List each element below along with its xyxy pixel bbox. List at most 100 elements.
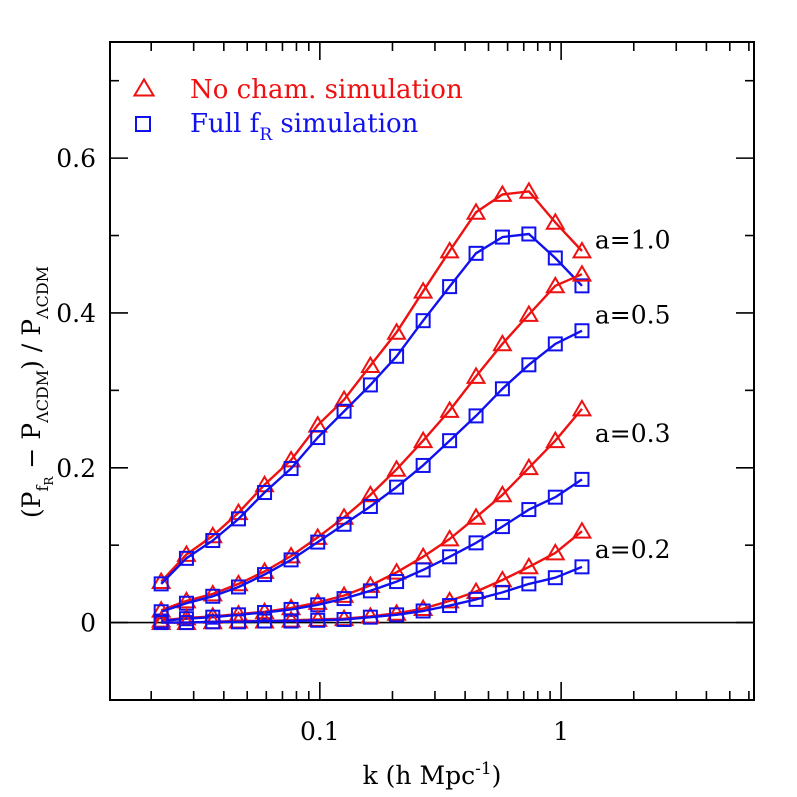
series-line bbox=[160, 329, 583, 613]
square-marker bbox=[283, 601, 299, 617]
square-marker bbox=[521, 502, 537, 518]
triangle-marker bbox=[202, 583, 223, 602]
triangle-marker bbox=[386, 603, 407, 621]
triangle-marker bbox=[176, 544, 197, 562]
triangle-marker bbox=[571, 264, 593, 282]
x-tick-label: 0.1 bbox=[300, 717, 340, 746]
series-line bbox=[161, 565, 583, 624]
square-marker bbox=[336, 611, 352, 627]
triangle-marker bbox=[413, 598, 434, 617]
square-marker bbox=[230, 614, 246, 630]
square-marker bbox=[494, 584, 510, 600]
square-marker bbox=[442, 549, 458, 565]
triangle-marker bbox=[439, 590, 460, 609]
legend-label-full-fr-main: Full f bbox=[190, 109, 262, 139]
square-marker bbox=[521, 576, 537, 592]
y-tick-label: 0.2 bbox=[56, 454, 96, 483]
square-marker bbox=[389, 479, 405, 495]
axes-ticks bbox=[110, 42, 754, 701]
square-marker bbox=[389, 607, 405, 623]
x-axis-title-end: ) bbox=[492, 761, 502, 790]
square-marker bbox=[468, 245, 484, 261]
series-line bbox=[160, 273, 583, 612]
series-square-a=1.0 bbox=[153, 226, 590, 592]
x-axis-title-main: k (h Mpc bbox=[363, 761, 476, 790]
y-tick-label: 0.6 bbox=[56, 144, 96, 173]
square-marker bbox=[494, 519, 510, 535]
x-tick-labels: 0.1 1 bbox=[300, 717, 569, 746]
y-tick-label: 0.4 bbox=[56, 299, 96, 328]
triangle-marker bbox=[571, 398, 593, 417]
square-marker bbox=[153, 604, 169, 620]
curve-label: a=1.0 bbox=[595, 225, 671, 254]
square-marker bbox=[574, 278, 590, 294]
square-marker bbox=[468, 591, 484, 607]
triangle-marker bbox=[545, 542, 566, 561]
y-tick-labels: 0 0.2 0.4 0.6 bbox=[56, 144, 96, 637]
square-marker bbox=[178, 615, 194, 631]
triangle-marker bbox=[492, 333, 513, 352]
square-marker bbox=[283, 461, 299, 477]
triangle-marker bbox=[333, 389, 355, 408]
square-marker bbox=[283, 613, 299, 629]
square-marker bbox=[336, 403, 352, 419]
triangle-marker bbox=[518, 304, 540, 322]
square-marker bbox=[362, 377, 378, 393]
triangle-marker bbox=[492, 184, 513, 202]
curve-labels: a=1.0 a=0.5 a=0.3 a=0.2 bbox=[595, 225, 671, 564]
square-marker bbox=[389, 348, 405, 364]
square-marker bbox=[415, 562, 431, 578]
square-marker bbox=[257, 613, 273, 629]
series-square-a=0.5 bbox=[153, 323, 590, 620]
square-marker bbox=[494, 229, 510, 245]
square-marker bbox=[547, 250, 563, 266]
square-marker bbox=[230, 579, 246, 595]
triangle-marker bbox=[307, 592, 328, 610]
y-axis-title: (PfR − PΛCDM) / PΛCDM bbox=[17, 266, 56, 518]
square-marker bbox=[205, 614, 221, 630]
square-marker bbox=[310, 430, 326, 446]
x-axis-title: k (h Mpc-1) bbox=[363, 759, 502, 790]
triangle-marker bbox=[307, 527, 328, 545]
square-marker bbox=[442, 279, 458, 295]
legend-label-full-fr-sub: R bbox=[259, 125, 273, 145]
y-axis-title-sub2: ΛCDM bbox=[33, 370, 52, 424]
triangle-marker bbox=[439, 241, 460, 259]
triangle-marker bbox=[545, 275, 566, 294]
series-layer bbox=[151, 181, 593, 631]
triangle-marker bbox=[545, 212, 566, 230]
triangle-marker bbox=[465, 366, 487, 384]
series-line bbox=[160, 190, 583, 583]
square-marker bbox=[468, 535, 484, 551]
square-marker bbox=[257, 605, 273, 621]
y-axis-title-p3: ) / P bbox=[17, 319, 46, 370]
square-marker bbox=[153, 615, 169, 631]
triangle-marker bbox=[545, 430, 566, 449]
square-marker bbox=[362, 583, 378, 599]
square-marker bbox=[178, 550, 194, 566]
series-line bbox=[160, 232, 583, 585]
triangle-marker bbox=[386, 459, 407, 477]
square-marker bbox=[574, 323, 590, 339]
square-marker bbox=[415, 313, 431, 329]
square-marker bbox=[547, 336, 563, 352]
x-tick-label: 1 bbox=[553, 717, 569, 746]
square-marker bbox=[153, 576, 169, 592]
triangle-marker bbox=[360, 484, 381, 503]
square-marker bbox=[547, 489, 563, 505]
square-marker bbox=[574, 471, 590, 487]
x-axis-title-sup: -1 bbox=[475, 759, 492, 779]
square-marker bbox=[336, 591, 352, 607]
square-marker bbox=[574, 559, 590, 575]
square-marker bbox=[362, 498, 378, 514]
square-marker bbox=[494, 381, 510, 397]
series-square-a=0.3 bbox=[153, 471, 590, 629]
square-marker bbox=[230, 511, 246, 527]
triangle-marker bbox=[386, 562, 407, 580]
triangle-marker bbox=[518, 457, 540, 476]
triangle-marker bbox=[254, 561, 275, 579]
square-marker bbox=[205, 588, 221, 604]
series-triangle-a=1.0 bbox=[151, 181, 593, 589]
square-marker bbox=[547, 570, 563, 586]
legend-label-full-fr-tail: simulation bbox=[272, 109, 419, 139]
